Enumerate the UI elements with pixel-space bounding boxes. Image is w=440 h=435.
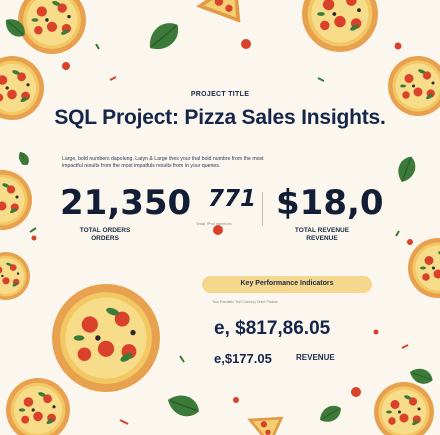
description-line-2: impactful results from the most impatful… [62, 163, 221, 169]
total-orders-label-line-2: ORDERS [91, 235, 119, 242]
total-orders-label-line-1: TOTAL ORDERS [79, 227, 131, 234]
total-revenue-label-line-1: TOTAL REVENUE [294, 227, 350, 234]
kpi-subcaption: Your Randatio Teel Calonloy Drlert Pizal… [212, 300, 278, 304]
total-orders-value: 21,350 [60, 183, 192, 223]
kpi-pill-label: Key Performance Indicators [240, 280, 334, 287]
metric-divider [262, 192, 263, 226]
description-text: Large, bold numbers dapolung. Latyn & La… [62, 156, 382, 170]
kpi-value-2-label: REVENUE [296, 353, 335, 362]
total-revenue-label-line-2: REVENUE [306, 235, 338, 242]
total-revenue-label: TOTAL REVENUE REVENUE [282, 227, 362, 243]
total-revenue-value: $18,0 [276, 183, 384, 223]
kpi-value-2: e,$177.05 [214, 351, 272, 366]
page-title: SQL Project: Pizza Sales Insights. [54, 106, 386, 129]
kpi-value-1: e, $817,86.05 [214, 318, 331, 339]
total-orders-label: TOTAL ORDERS ORDERS [70, 227, 140, 243]
middle-metric-value: 771 [208, 186, 257, 212]
project-kicker: PROJECT TITLE [190, 91, 250, 98]
description-line-1: Large, bold numbers dapolung. Latyn & La… [62, 156, 264, 162]
kpi-pill [202, 276, 372, 293]
middle-metric-note: Tectal: fPvsf nsteelvnrs [196, 222, 232, 226]
